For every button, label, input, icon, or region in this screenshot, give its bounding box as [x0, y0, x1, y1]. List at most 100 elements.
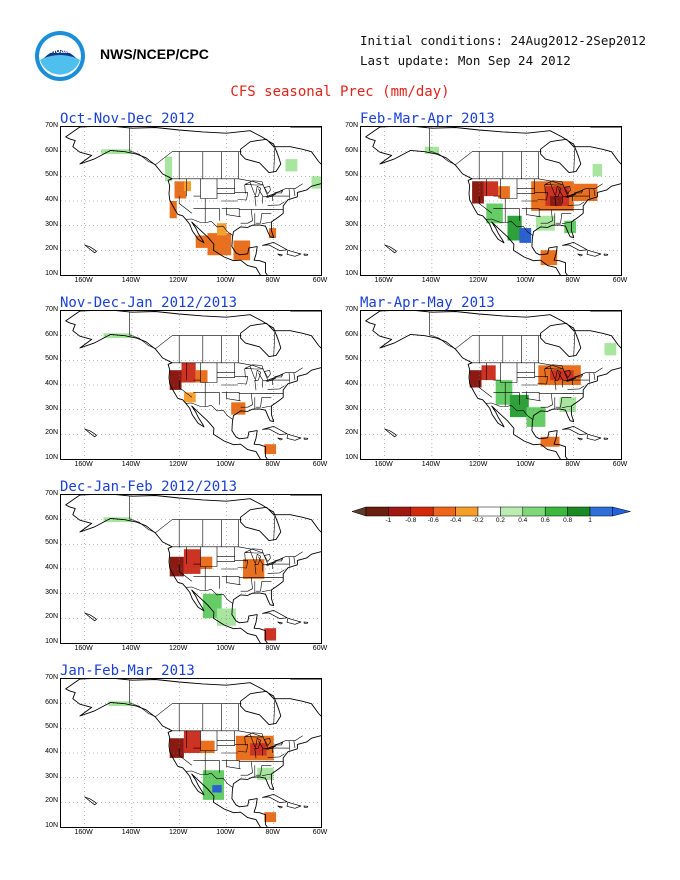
- political-boundary: [155, 335, 241, 349]
- great-lake: [265, 745, 277, 750]
- lon-tick-label: 80W: [565, 461, 580, 468]
- great-lake: [545, 180, 564, 186]
- great-lake: [555, 185, 561, 198]
- political-boundary: [493, 392, 520, 405]
- lat-tick-label: 60N: [45, 514, 58, 522]
- anomaly-region: [169, 370, 182, 390]
- political-boundary: [234, 560, 248, 569]
- coastline: [365, 311, 621, 459]
- political-boundary: [273, 330, 276, 357]
- island: [384, 428, 397, 438]
- colorbar-segment: [410, 506, 434, 517]
- lat-tick-label: 20N: [45, 797, 58, 805]
- lon-tick-label: 60W: [612, 461, 628, 468]
- panel-title-mam: Mar-Apr-May 2013: [360, 295, 495, 311]
- lat-tick-label: 20N: [45, 613, 58, 621]
- great-lake: [274, 374, 283, 378]
- political-boundary: [234, 192, 248, 201]
- island: [84, 428, 97, 438]
- island: [562, 242, 588, 251]
- political-boundary: [155, 703, 241, 717]
- lat-tick-label: 30N: [345, 220, 358, 228]
- great-lake: [274, 742, 283, 746]
- anomaly-region: [207, 233, 232, 256]
- lon-tick-label: 60W: [312, 829, 328, 836]
- political-boundary: [555, 213, 563, 224]
- lon-tick-label: 120W: [469, 461, 488, 468]
- anomaly-region: [264, 444, 277, 455]
- island: [277, 253, 283, 257]
- great-lake: [245, 180, 264, 186]
- island: [84, 796, 97, 806]
- anomaly-region: [183, 181, 191, 192]
- political-boundary: [263, 380, 273, 385]
- great-lake: [565, 193, 577, 198]
- colorbar-tick-label: -0.2: [472, 517, 484, 524]
- colorbar-tick-label: -0.8: [405, 517, 417, 524]
- anomaly-region: [311, 176, 321, 189]
- lon-tick-label: 60W: [312, 461, 328, 468]
- political-boundary: [486, 402, 534, 421]
- anomaly-region: [217, 608, 236, 626]
- lat-tick-label: 20N: [45, 429, 58, 437]
- political-boundary: [226, 392, 241, 402]
- political-boundary: [588, 372, 590, 383]
- political-boundary: [267, 385, 285, 390]
- great-lake: [574, 190, 583, 194]
- lat-tick-label: 50N: [45, 355, 58, 363]
- political-boundary: [261, 405, 272, 408]
- anomaly-region: [183, 392, 196, 403]
- island: [84, 244, 97, 254]
- island: [262, 610, 288, 619]
- lon-tick-label: 60W: [312, 277, 328, 284]
- political-boundary: [593, 188, 596, 197]
- political-boundary: [554, 196, 557, 207]
- lon-tick-label: 120W: [469, 277, 488, 284]
- lon-tick-label: 100W: [216, 829, 235, 836]
- political-boundary: [517, 178, 535, 194]
- lon-tick-label: 120W: [169, 829, 188, 836]
- anomaly-region: [604, 343, 617, 356]
- map-jfm: [61, 679, 321, 827]
- anomaly-region: [573, 183, 598, 201]
- political-boundary: [155, 519, 241, 533]
- map-ndj: [61, 311, 321, 459]
- island: [303, 437, 309, 440]
- panel-title-ond: Oct-Nov-Dec 2012: [60, 111, 195, 127]
- svg-text:noaa: noaa: [51, 46, 70, 55]
- great-lake: [255, 737, 261, 750]
- lat-tick-label: 30N: [45, 772, 58, 780]
- anomaly-region: [169, 556, 184, 577]
- lon-tick-label: 160W: [374, 277, 393, 284]
- lat-tick-label: 40N: [45, 748, 58, 755]
- initial-conditions: Initial conditions: 24Aug2012-2Sep2012: [360, 33, 646, 48]
- anomaly-region: [174, 181, 187, 199]
- political-boundary: [558, 188, 564, 197]
- political-boundary: [293, 372, 296, 381]
- political-boundary: [193, 760, 220, 773]
- political-boundary: [254, 564, 257, 575]
- island: [286, 249, 302, 257]
- lat-tick-label: 10N: [45, 454, 58, 461]
- political-boundary: [288, 188, 290, 199]
- anomaly-region: [250, 743, 267, 756]
- political-boundary: [254, 380, 257, 391]
- lat-tick-label: 10N: [345, 454, 358, 461]
- lon-tick-label: 140W: [121, 829, 141, 836]
- colorbar-segment: [567, 506, 591, 517]
- lon-tick-label: 80W: [565, 277, 580, 284]
- lon-tick-label: 160W: [74, 461, 93, 468]
- island: [277, 621, 283, 625]
- anomaly-region: [483, 181, 499, 197]
- colorbar-segment: [365, 506, 389, 517]
- anomaly-region: [183, 730, 201, 753]
- lat-tick-label: 50N: [45, 539, 58, 547]
- noaa-logo-icon: noaa: [34, 30, 86, 82]
- anomaly-region: [550, 196, 562, 206]
- colorbar-low-arrow: [351, 506, 367, 517]
- political-boundary: [255, 581, 263, 592]
- lat-tick-label: 30N: [45, 588, 58, 596]
- political-boundary: [267, 753, 285, 758]
- panel-title-ndj: Nov-Dec-Jan 2012/2013: [60, 295, 238, 311]
- political-boundary: [155, 151, 241, 165]
